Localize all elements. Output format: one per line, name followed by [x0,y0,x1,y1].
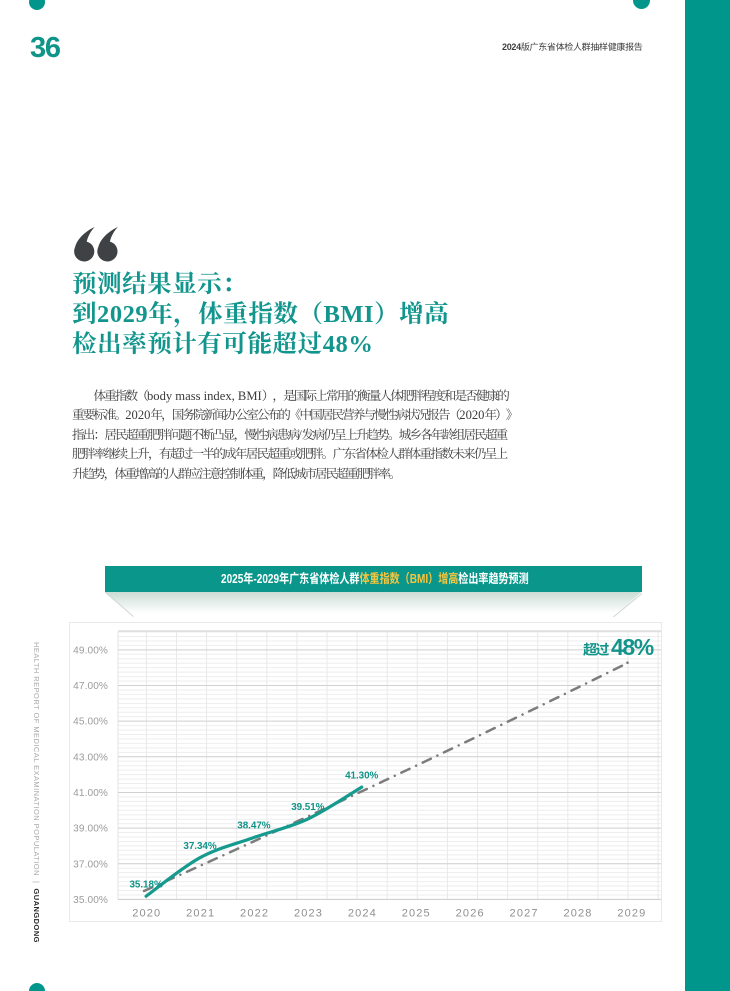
svg-text:2023: 2023 [294,908,323,920]
svg-text:48%: 48% [611,634,654,660]
svg-text:49.00%: 49.00% [73,645,108,656]
svg-text:47.00%: 47.00% [73,681,108,692]
svg-text:39.00%: 39.00% [73,824,108,835]
svg-text:2022: 2022 [240,908,269,920]
svg-text:37.34%: 37.34% [183,841,216,852]
svg-text:2025: 2025 [402,908,431,920]
svg-text:45.00%: 45.00% [73,717,108,728]
svg-text:35.18%: 35.18% [129,879,162,890]
svg-text:2028: 2028 [563,908,592,920]
svg-text:2020: 2020 [132,908,161,920]
svg-text:41.00%: 41.00% [73,788,108,799]
svg-text:2029: 2029 [617,908,646,920]
svg-text:41.30%: 41.30% [345,770,378,781]
svg-text:43.00%: 43.00% [73,752,108,763]
svg-text:2027: 2027 [510,908,539,920]
svg-text:37.00%: 37.00% [73,859,108,870]
svg-text:2026: 2026 [456,908,485,920]
svg-text:超过: 超过 [583,642,609,658]
svg-text:2024: 2024 [348,908,377,920]
svg-text:39.51%: 39.51% [291,802,324,813]
svg-text:38.47%: 38.47% [237,821,270,832]
svg-text:2021: 2021 [186,908,215,920]
svg-text:35.00%: 35.00% [73,895,108,906]
